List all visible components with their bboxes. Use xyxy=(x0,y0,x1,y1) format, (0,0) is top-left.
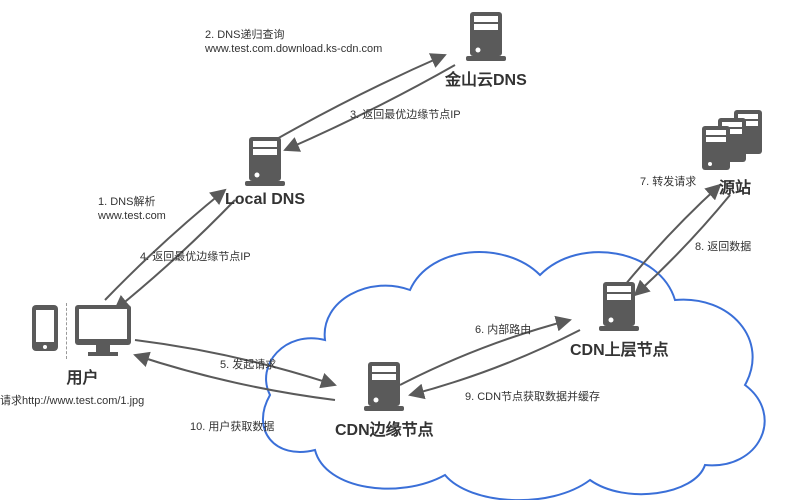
edge-label-1: 1. DNS解析 www.test.com xyxy=(98,195,166,224)
node-origin-label: 源站 xyxy=(700,174,770,198)
node-ksyun-dns: 金山云DNS xyxy=(445,10,527,90)
node-ksyun-dns-label: 金山云DNS xyxy=(445,66,527,90)
node-local-dns-label: Local DNS xyxy=(225,191,305,209)
server-icon xyxy=(466,10,506,62)
node-user-sublabel: 请求http://www.test.com/1.jpg xyxy=(0,392,210,408)
server-icon xyxy=(245,135,285,187)
edge-label-6: 6. 内部路由 xyxy=(475,323,531,337)
user-devices-icon xyxy=(30,300,135,360)
edge-label-8: 8. 返回数据 xyxy=(695,240,751,254)
node-origin: 源站 xyxy=(700,110,770,198)
edge-label-2: 2. DNS递归查询 www.test.com.download.ks-cdn.… xyxy=(205,28,382,57)
node-cdn-edge-label: CDN边缘节点 xyxy=(335,416,434,440)
edge-label-3: 3. 返回最优边缘节点IP xyxy=(350,108,461,122)
edge-label-5: 5. 发起请求 xyxy=(220,358,276,372)
node-cdn-upper: CDN上层节点 xyxy=(570,280,669,360)
edge-label-10: 10. 用户获取数据 xyxy=(190,420,274,434)
node-cdn-upper-label: CDN上层节点 xyxy=(570,336,669,360)
node-cdn-edge: CDN边缘节点 xyxy=(335,360,434,440)
edge-label-7: 7. 转发请求 xyxy=(640,175,696,189)
diagram-canvas: 用户 请求http://www.test.com/1.jpg Local DNS xyxy=(0,0,804,500)
edge-label-9: 9. CDN节点获取数据并缓存 xyxy=(465,390,600,404)
server-group-icon xyxy=(700,110,770,170)
edge-label-4: 4. 返回最优边缘节点IP xyxy=(140,250,251,264)
server-icon xyxy=(364,360,404,412)
server-icon xyxy=(599,280,639,332)
node-user-label: 用户 xyxy=(30,364,135,388)
node-user: 用户 请求http://www.test.com/1.jpg xyxy=(30,300,135,388)
node-local-dns: Local DNS xyxy=(225,135,305,209)
